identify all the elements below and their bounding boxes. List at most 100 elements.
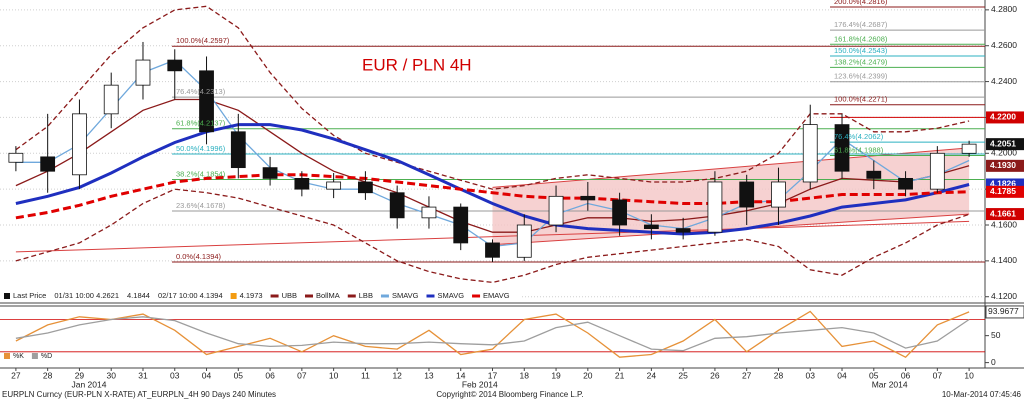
last-value-box [985,305,1024,319]
legend-label: SMAVG [438,291,465,300]
candle-body [421,206,437,219]
legend-note: 4.1973 [240,291,263,300]
x-tick-label: 03 [170,370,180,380]
fib-label: 61.8%(4.2137) [176,119,226,128]
fib-label: 50.0%(4.1996) [176,144,226,153]
candle-body [485,242,500,258]
footer-center: Copyright© 2014 Bloomberg Finance L.P. [436,390,583,399]
series-line [15,188,970,284]
y-tick-label: 4.2400 [991,76,1017,86]
fib-label: 76.4%(4.2062) [834,132,884,141]
candle-body [389,192,405,219]
oscillator-line [15,316,970,352]
x-tick-label: 31 [138,370,148,380]
fib-label: 61.8%(4.1988) [834,145,884,154]
fib-label: 150.0%(4.2543) [834,46,888,55]
fib-label: 23.6%(4.1678) [176,201,226,210]
candle-body [643,224,659,229]
candle-body [802,124,818,183]
candle-body [739,181,755,208]
candle-body [612,199,627,226]
fib-label: 200.0%(4.2816) [834,0,888,6]
candle-body [675,228,691,233]
legend-swatch [31,353,38,359]
x-tick-label: 04 [202,370,212,380]
x-tick-label: 12 [392,370,402,380]
fib-label: 176.4%(4.2687) [834,20,888,29]
plot-layer [8,5,985,284]
fib-label: 100.0%(4.2271) [834,95,888,104]
candle-body [103,84,119,115]
x-tick-label: 19 [551,370,561,380]
legend-label: %D [41,353,52,360]
candle-body [707,181,723,233]
y-tick-label: 4.1200 [991,291,1017,301]
channel-shade [492,147,970,245]
x-tick-label: 13 [424,370,434,380]
fib-label: 76.4%(4.2313) [176,87,226,96]
x-tick-label: 24 [647,370,657,380]
oscillator-line [15,310,970,358]
candle-body [516,224,532,258]
legend-label: SMAVG [392,291,419,300]
oscillator-layer [0,310,985,358]
series-line [15,173,970,220]
x-tick-label: 28 [774,370,784,380]
x-tick-label: 27 [11,370,21,380]
x-tick-label: 05 [234,370,244,380]
x-tick-label: 11 [361,370,370,380]
legend-background [0,289,520,302]
x-tick-label: 27 [742,370,752,380]
chart-title: EUR / PLN 4H [362,55,472,74]
x-tick-label: 07 [297,370,307,380]
price-label: 4.1785 [990,186,1016,196]
candle-body [961,143,977,154]
candle-body [548,195,564,226]
candle-body [326,181,342,190]
candle-body [580,195,596,201]
x-tick-label: 06 [901,370,911,380]
candle-body [199,70,214,133]
fib-label: 123.6%(4.2399) [834,72,888,81]
fib-label: 161.8%(4.2608) [834,34,888,43]
fib-label: 100.0%(4.2597) [176,36,230,45]
price-label: 4.1826 [990,179,1016,189]
legend-swatch [4,353,10,359]
candle-body [294,177,310,190]
price-label-box [986,111,1024,124]
legend-label: EMAVG [483,291,510,300]
fib-label: 38.2%(4.1854) [176,169,226,178]
x-tick-label: 10 [964,370,974,380]
x-tick-label: 25 [678,370,688,380]
legend-note: Last Price [13,291,46,300]
trendline [15,220,970,253]
month-label: Mar 2014 [872,379,908,389]
candle-body [72,113,87,176]
price-label-box [986,185,1024,198]
x-tick-label: 28 [43,370,53,380]
legend-note: 01/31 10:00 4.2621 [54,291,119,300]
x-tick-label: 04 [837,370,847,380]
x-tick-label: 14 [456,370,466,380]
x-tick-label: 20 [583,370,593,380]
candle-body [898,177,913,190]
legend-note: 02/17 10:00 4.1394 [158,291,223,300]
y-tick-label: 4.1600 [991,219,1017,229]
candle-body [358,181,373,194]
month-label: Jan 2014 [71,379,106,389]
price-label-box [986,138,1024,151]
y-tick-label: 4.1400 [991,255,1017,265]
x-tick-label: 07 [933,370,943,380]
x-tick-label: 18 [520,370,530,380]
x-tick-label: 30 [106,370,116,380]
last-value-label: 93.9677 [988,306,1019,316]
month-label: Feb 2014 [462,379,498,389]
candle-body [230,131,246,169]
candle-body [40,156,56,172]
y-tick-label: 50 [991,330,1001,340]
candle-body [167,59,183,72]
x-tick-label: 26 [710,370,720,380]
